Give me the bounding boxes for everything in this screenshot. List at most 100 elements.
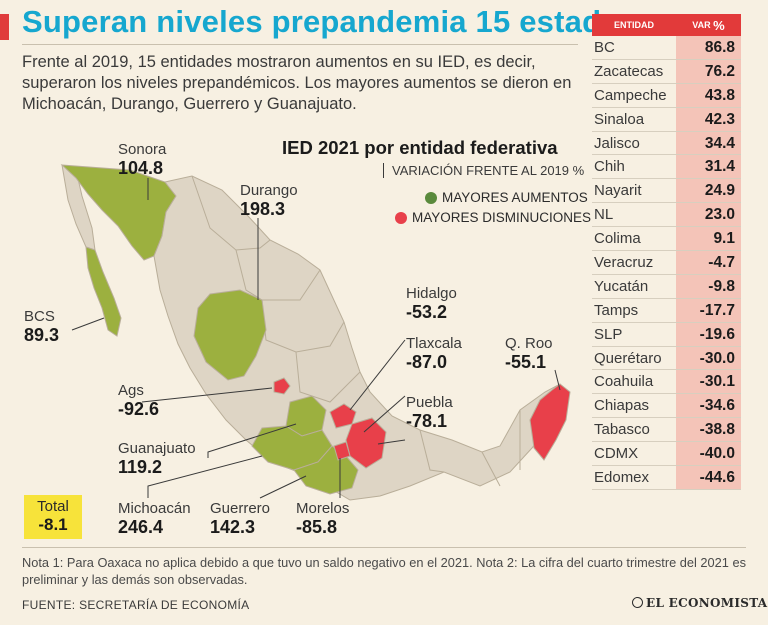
- label-qroo-name: Q. Roo: [505, 335, 553, 352]
- label-puebla-name: Puebla: [406, 394, 453, 411]
- table-cell-var: 31.4: [676, 155, 741, 179]
- table-cell-var: 34.4: [676, 131, 741, 155]
- label-bcs-value: 89.3: [24, 325, 60, 345]
- brand-mark-icon: [632, 597, 643, 608]
- label-morelos-value: -85.8: [296, 517, 338, 537]
- table-header-entity: ENTIDAD: [614, 20, 654, 30]
- table-row: SLP -19.6: [592, 322, 741, 347]
- table-row: Chiapas -34.6: [592, 394, 741, 419]
- table-row: CDMX -40.0: [592, 442, 741, 467]
- table-header: ENTIDAD VAR %: [592, 14, 741, 36]
- table-cell-var: -34.6: [676, 394, 741, 418]
- leader-ags: [141, 387, 273, 403]
- label-guerrero: Guerrero 142.3: [210, 500, 270, 538]
- intro-text: Frente al 2019, 15 entidades mostraron a…: [22, 53, 572, 113]
- title-divider: [22, 44, 578, 45]
- legend-green-dot-icon: [425, 191, 437, 204]
- table-cell-entity: CDMX: [594, 445, 639, 463]
- table-cell-var: -19.6: [676, 322, 741, 346]
- table-cell-entity: Chih: [594, 158, 625, 176]
- table-cell-entity: Nayarit: [594, 182, 642, 200]
- label-sonora-name: Sonora: [118, 141, 167, 158]
- leader-hidalgo: [349, 339, 406, 411]
- label-hidalgo-value: -53.2: [406, 302, 448, 322]
- mexico-map: [60, 164, 571, 501]
- label-morelos: Morelos -85.8: [296, 500, 349, 538]
- brand-name: EL ECONOMISTA: [646, 596, 768, 610]
- table-row: Edomex -44.6: [592, 466, 741, 490]
- table-cell-entity: BC: [594, 39, 615, 56]
- legend-red-dot-icon: [395, 211, 407, 224]
- table-cell-var: -40.0: [676, 442, 741, 466]
- label-guanajuato-name: Guanajuato: [118, 440, 196, 457]
- table-cell-var: 42.3: [676, 107, 741, 131]
- table-cell-var: 43.8: [676, 83, 741, 107]
- source-line: FUENTE: SECRETARÍA DE ECONOMÍA: [22, 598, 250, 612]
- label-tlaxcala-value: -87.0: [406, 352, 448, 372]
- table-row: Yucatán -9.8: [592, 274, 741, 299]
- label-qroo: Q. Roo -55.1: [505, 335, 553, 373]
- label-durango-value: 198.3: [240, 199, 286, 219]
- table-row: Zacatecas 76.2: [592, 59, 741, 84]
- table-cell-entity: SLP: [594, 325, 623, 343]
- map-state-bcs: [85, 246, 122, 337]
- table-row: BC 86.8: [592, 36, 741, 60]
- table-cell-entity: Yucatán: [594, 277, 649, 295]
- label-guerrero-value: 142.3: [210, 517, 256, 537]
- label-sonora-value: 104.8: [118, 158, 164, 178]
- title-accent-bar: [0, 14, 9, 40]
- total-box: Total -8.1: [24, 495, 82, 539]
- legend-decreases-label: MAYORES DISMINUCIONES: [412, 210, 592, 225]
- label-ags-name: Ags: [118, 382, 144, 399]
- label-guerrero-name: Guerrero: [210, 500, 271, 517]
- table-cell-entity: Jalisco: [594, 134, 640, 152]
- table-body: BC 86.8 Zacatecas 76.2 Campeche 43.8 Sinaloa 42…: [592, 36, 741, 490]
- label-puebla-value: -78.1: [406, 411, 448, 431]
- map-state-hidalgo: [329, 403, 357, 429]
- table-cell-entity: Campeche: [594, 86, 667, 104]
- label-hidalgo: Hidalgo -53.2: [406, 285, 457, 323]
- table-cell-var: 76.2: [676, 59, 741, 83]
- label-ags-value: -92.6: [118, 399, 160, 419]
- leader-guanajuato: [207, 423, 297, 458]
- leader-bcs: [71, 317, 105, 331]
- map-state-morelos: [333, 441, 351, 461]
- leader-guerrero: [259, 475, 307, 499]
- legend-decreases: MAYORES DISMINUCIONES: [395, 210, 591, 225]
- label-sonora: Sonora 104.8: [118, 141, 166, 179]
- label-hidalgo-name: Hidalgo: [406, 285, 457, 302]
- table-header-pct: %: [713, 17, 725, 33]
- map-state-durango: [193, 289, 267, 381]
- footer-divider: [22, 547, 746, 548]
- map-state-qroo: [529, 383, 571, 461]
- label-ags: Ags -92.6: [118, 382, 159, 420]
- table-row: Colima 9.1: [592, 227, 741, 252]
- map-subtitle: VARIACIÓN FRENTE AL 2019 %: [383, 163, 584, 178]
- table-cell-entity: Querétaro: [594, 349, 662, 367]
- table-cell-entity: Tabasco: [594, 421, 650, 439]
- table-row: Sinaloa 42.3: [592, 107, 741, 132]
- table-cell-entity: Veracruz: [594, 254, 654, 272]
- leader-lines: [71, 178, 561, 499]
- table-row: Nayarit 24.9: [592, 179, 741, 204]
- leader-tlaxcala: [363, 395, 406, 433]
- variation-table: ENTIDAD VAR % BC 86.8 Zacatecas 76.2 Campech…: [592, 14, 741, 490]
- label-durango: Durango 198.3: [240, 182, 298, 220]
- leader-qroo: [554, 369, 561, 391]
- page-title: Superan niveles prepandemia 15 estados: [22, 4, 638, 39]
- map-state-ags: [273, 377, 291, 395]
- table-cell-var: 23.0: [676, 203, 741, 227]
- legend-increases: MAYORES AUMENTOS: [425, 190, 588, 205]
- label-qroo-value: -55.1: [505, 352, 547, 372]
- table-row: Veracruz -4.7: [592, 251, 741, 275]
- table-cell-var: -17.7: [676, 298, 741, 322]
- label-guanajuato-value: 119.2: [118, 457, 163, 477]
- table-row: Chih 31.4: [592, 155, 741, 180]
- table-cell-entity: Zacatecas: [594, 62, 664, 80]
- table-cell-entity: NL: [594, 206, 614, 224]
- table-cell-var: -9.8: [676, 274, 741, 298]
- table-cell-entity: Colima: [594, 230, 641, 248]
- table-header-var-label: VAR: [692, 19, 711, 30]
- label-guanajuato: Guanajuato 119.2: [118, 440, 196, 478]
- leader-puebla: [377, 439, 406, 445]
